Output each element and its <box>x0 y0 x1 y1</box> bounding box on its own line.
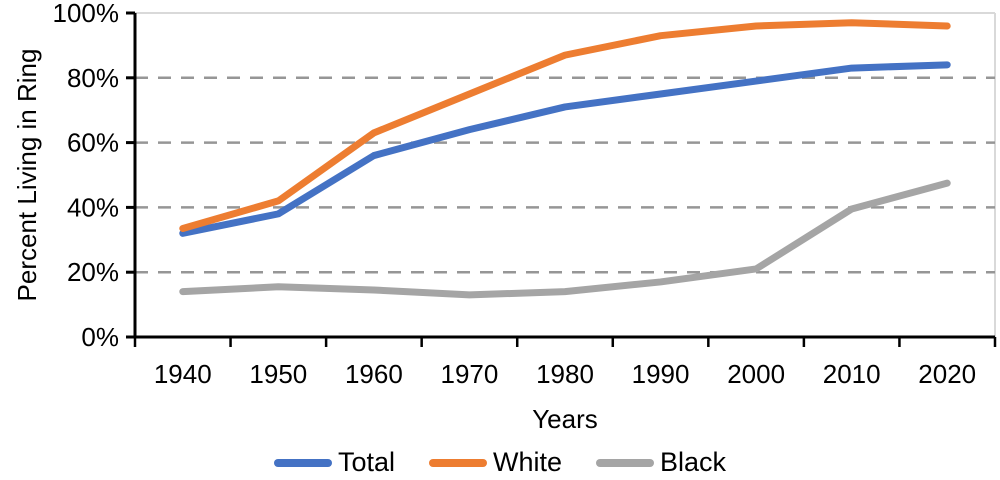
x-tick-label-1990: 1990 <box>632 359 690 389</box>
plot-border <box>135 12 996 337</box>
x-tick-label-1940: 1940 <box>154 359 212 389</box>
line-total <box>179 61 951 237</box>
y-tick-label-60: 60% <box>67 128 119 158</box>
x-tick-label-2020: 2020 <box>918 359 976 389</box>
legend-swatch-black-line <box>596 458 655 467</box>
series-lines <box>179 19 951 299</box>
y-tick-labels: 0% 20% 40% 60% 80% 100% <box>53 0 120 352</box>
x-tick-label-1960: 1960 <box>345 359 403 389</box>
x-tick-label-2000: 2000 <box>727 359 785 389</box>
legend-item-white: White <box>428 447 563 477</box>
legend-label-total: Total <box>337 447 395 477</box>
x-tick-label-2010: 2010 <box>823 359 881 389</box>
x-tick-labels: 1940 1950 1960 1970 1980 1990 2000 2010 2020 <box>154 359 976 389</box>
line-black <box>179 179 951 299</box>
legend-item-black: Black <box>596 449 726 476</box>
x-axis-title: Years <box>532 404 598 434</box>
legend-label-black: Black <box>660 447 727 477</box>
line-white <box>179 19 951 232</box>
y-tick-label-80: 80% <box>67 63 119 93</box>
x-tick-label-1950: 1950 <box>249 359 307 389</box>
y-tick-label-0: 0% <box>81 322 119 352</box>
y-axis-title: Percent Living in Ring <box>12 49 42 302</box>
legend: Total White Black <box>0 445 1000 480</box>
y-tick-label-100: 100% <box>53 0 120 28</box>
legend-swatch-white-line <box>428 458 487 467</box>
legend-label-white: White <box>492 447 563 477</box>
axes <box>126 11 997 347</box>
x-tick-label-1980: 1980 <box>536 359 594 389</box>
legend-swatch-total-line <box>273 458 332 467</box>
y-tick-label-20: 20% <box>67 257 119 287</box>
x-tick-label-1970: 1970 <box>441 359 499 389</box>
y-tick-label-40: 40% <box>67 192 119 222</box>
legend-item-total: Total <box>273 447 395 477</box>
